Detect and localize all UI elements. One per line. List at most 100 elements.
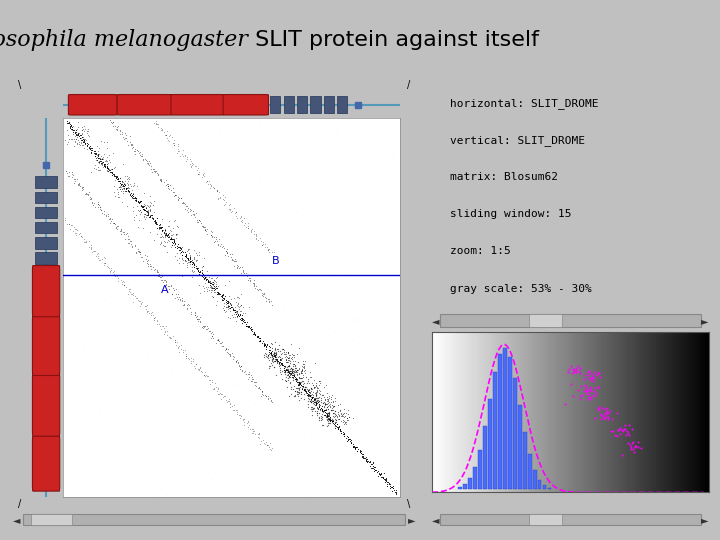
Point: [377, 478, 388, 487]
Point: [120, 185, 132, 193]
Point: [266, 349, 277, 358]
Point: [214, 458, 225, 467]
Point: [381, 167, 392, 176]
Point: [333, 424, 344, 433]
Point: [108, 172, 120, 180]
Point: [264, 362, 276, 370]
Point: [235, 361, 247, 370]
Point: [369, 466, 381, 475]
Point: [200, 273, 212, 281]
Point: [310, 390, 321, 399]
Point: [251, 233, 262, 242]
Point: [125, 140, 136, 149]
Point: [356, 323, 368, 332]
Point: [121, 226, 132, 234]
Point: [352, 235, 364, 244]
Point: [318, 398, 330, 407]
Point: [178, 205, 189, 213]
Point: [267, 354, 279, 363]
Point: [601, 407, 613, 416]
Point: [179, 256, 190, 265]
Point: [145, 262, 157, 271]
Point: [206, 279, 217, 287]
Point: [251, 468, 263, 477]
Point: [371, 468, 382, 476]
Point: [85, 168, 96, 177]
Point: [250, 281, 261, 289]
Point: [318, 402, 330, 411]
Point: [144, 205, 156, 214]
Point: [149, 217, 161, 226]
Point: [145, 227, 156, 236]
Point: [93, 143, 104, 152]
Point: [289, 346, 301, 354]
Point: [330, 422, 342, 430]
Point: [323, 394, 335, 403]
Point: [246, 323, 257, 332]
Point: [369, 463, 380, 471]
Point: [199, 322, 210, 330]
Point: [324, 424, 336, 433]
Point: [224, 435, 235, 443]
Point: [102, 163, 113, 171]
Point: [265, 439, 276, 448]
Bar: [35, 222, 57, 233]
Point: [319, 396, 330, 405]
Point: [297, 382, 309, 390]
Point: [291, 349, 302, 358]
Point: [86, 473, 98, 482]
Point: [243, 411, 255, 420]
Bar: [492, 372, 497, 489]
Point: [155, 312, 166, 321]
Point: [171, 292, 183, 301]
Point: [173, 116, 184, 124]
Point: [86, 198, 98, 206]
Point: [326, 417, 338, 426]
Point: [171, 148, 182, 157]
Point: [294, 379, 306, 388]
Point: [228, 355, 239, 363]
Point: [142, 159, 153, 168]
Point: [313, 396, 325, 405]
Point: [199, 134, 210, 143]
Point: [114, 279, 126, 287]
Point: [348, 315, 360, 323]
Point: [138, 224, 149, 232]
Point: [289, 199, 300, 208]
Point: [199, 225, 211, 233]
Point: [318, 383, 330, 391]
Point: [190, 189, 202, 198]
Point: [198, 172, 210, 180]
Point: [65, 301, 76, 309]
Point: [283, 361, 294, 370]
Point: [114, 179, 125, 187]
Point: [241, 419, 253, 428]
Point: [138, 325, 149, 334]
Point: [588, 386, 600, 395]
Point: [208, 469, 220, 477]
Point: [93, 166, 104, 174]
Point: [338, 413, 350, 422]
Point: [94, 407, 105, 415]
Point: [180, 251, 192, 260]
Point: [168, 235, 180, 244]
Point: [292, 401, 303, 410]
Point: [310, 394, 322, 402]
Point: [322, 411, 333, 420]
Point: [302, 377, 314, 386]
Point: [156, 126, 167, 134]
Point: [143, 260, 154, 268]
Point: [61, 220, 73, 228]
Point: [118, 228, 130, 237]
Point: [172, 147, 184, 156]
Point: [142, 157, 153, 166]
Point: [296, 238, 307, 246]
Point: [374, 445, 386, 454]
Point: [222, 298, 234, 306]
Point: [357, 453, 369, 461]
Point: [130, 300, 142, 308]
Point: [63, 135, 75, 144]
Point: [255, 377, 266, 386]
Point: [66, 173, 77, 181]
Point: [323, 416, 334, 425]
